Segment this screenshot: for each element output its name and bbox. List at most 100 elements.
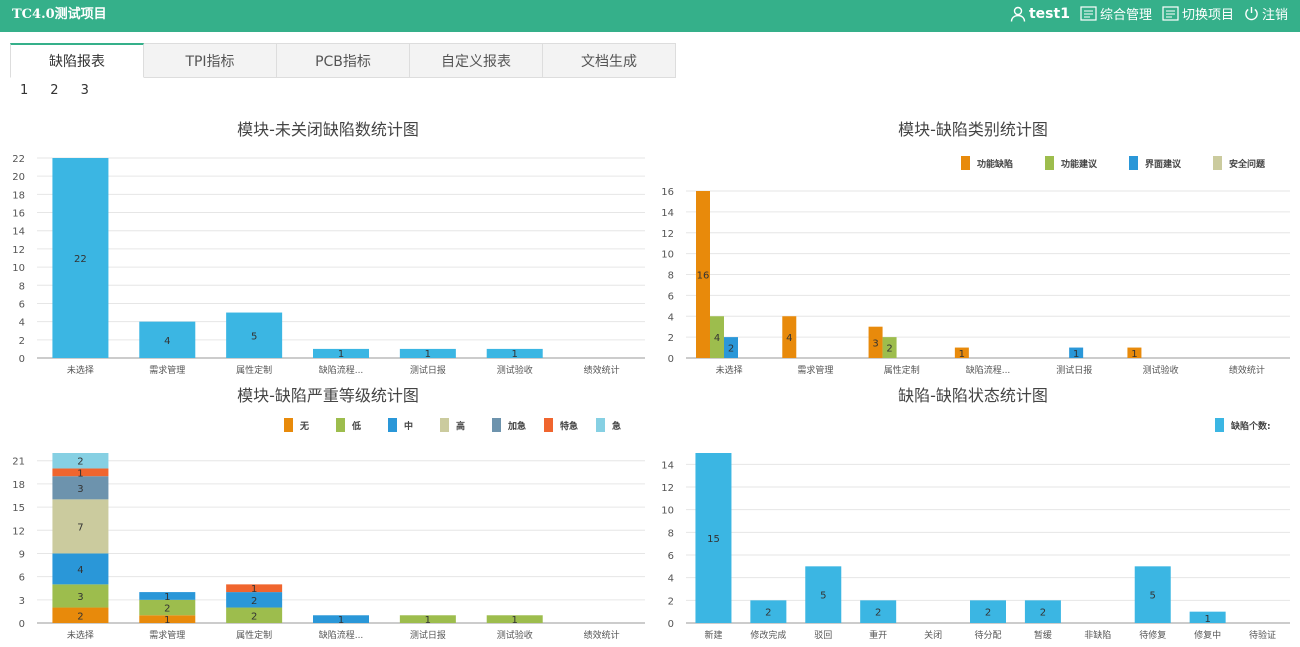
legend-swatch — [336, 418, 345, 432]
legend-label: 功能缺陷 — [977, 158, 1013, 170]
x-tick-label: 新建 — [704, 629, 722, 641]
legend-label: 特急 — [560, 420, 578, 432]
y-tick-label: 15 — [12, 503, 25, 514]
stacked-bar-segment — [52, 553, 109, 585]
bar-value-label: 1 — [164, 615, 170, 626]
bar-value-label: 2 — [77, 457, 83, 468]
y-tick-label: 4 — [668, 312, 674, 323]
bar-value-label: 5 — [251, 331, 257, 342]
user-name: test1 — [1028, 5, 1070, 22]
bar-value-label: 2 — [875, 608, 881, 619]
legend-swatch — [284, 418, 293, 432]
manage-menu-label: 综合管理 — [1099, 8, 1152, 23]
bar-value-label: 3 — [77, 484, 83, 495]
legend-label: 安全问题 — [1229, 158, 1266, 170]
x-tick-label: 重开 — [869, 629, 887, 641]
y-tick-label: 18 — [12, 480, 25, 491]
x-tick-label: 关闭 — [924, 629, 942, 641]
y-tick-label: 2 — [668, 333, 674, 344]
stacked-bar-segment — [139, 592, 196, 600]
tab-doc-generate[interactable]: 文档生成 — [543, 43, 676, 78]
bar — [868, 326, 883, 358]
stacked-bar-segment — [52, 476, 109, 500]
x-tick-label: 绩效统计 — [584, 364, 620, 376]
page-selector: 1 2 3 — [20, 83, 89, 98]
tab-defect-report[interactable]: 缺陷报表 — [10, 43, 144, 78]
legend-label: 缺陷个数: — [1230, 420, 1271, 432]
bar-value-label: 3 — [872, 338, 878, 349]
y-tick-label: 12 — [661, 483, 674, 494]
x-tick-label: 测试日报 — [1056, 364, 1092, 376]
bar — [226, 312, 283, 358]
bar-value-label: 4 — [714, 333, 720, 344]
bar — [710, 316, 724, 358]
bar-value-label: 22 — [74, 254, 87, 265]
x-tick-label: 需求管理 — [149, 364, 185, 376]
y-tick-label: 12 — [12, 526, 25, 537]
page-link-2[interactable]: 2 — [50, 83, 59, 98]
bar — [882, 337, 897, 358]
switch-project-label: 切换项目 — [1181, 8, 1234, 23]
y-tick-label: 8 — [668, 271, 674, 282]
bar — [1069, 347, 1084, 358]
y-tick-label: 6 — [668, 551, 674, 562]
stacked-bar-segment — [226, 584, 283, 593]
x-tick-label: 测试日报 — [410, 629, 446, 641]
bar — [399, 348, 456, 358]
y-tick-label: 16 — [661, 187, 674, 198]
bar-value-label: 1 — [338, 615, 344, 626]
switch-project-menu-item[interactable]: 切换项目 — [1162, 4, 1234, 23]
bar — [313, 348, 369, 358]
x-tick-label: 暂缓 — [1034, 629, 1052, 641]
logout-menu-item[interactable]: 注销 — [1244, 4, 1288, 23]
y-tick-label: 6 — [668, 291, 674, 302]
legend-swatch — [1215, 418, 1224, 432]
y-tick-label: 6 — [19, 573, 25, 584]
page-link-1[interactable]: 1 — [20, 83, 29, 98]
legend-label: 中 — [404, 420, 413, 432]
legend-swatch — [388, 418, 397, 432]
x-tick-label: 修复中 — [1194, 629, 1221, 641]
tab-tpi[interactable]: TPI指标 — [144, 43, 277, 78]
y-tick-label: 16 — [12, 209, 25, 220]
chart-title-severity: 模块-缺陷严重等级统计图 — [237, 386, 419, 405]
bar-value-label: 7 — [77, 522, 83, 533]
y-tick-label: 0 — [19, 619, 25, 630]
bar-value-label: 2 — [886, 344, 892, 355]
page-link-3[interactable]: 3 — [80, 83, 89, 98]
bar-value-label: 1 — [338, 349, 344, 360]
x-tick-label: 需求管理 — [797, 364, 833, 376]
bar-value-label: 2 — [728, 344, 734, 355]
x-tick-label: 待验证 — [1249, 629, 1276, 641]
x-tick-label: 待修复 — [1139, 629, 1166, 641]
stacked-bar-segment — [226, 592, 283, 608]
x-tick-label: 未选择 — [67, 364, 94, 376]
x-tick-label: 绩效统计 — [1229, 364, 1265, 376]
y-tick-label: 2 — [19, 336, 25, 347]
y-tick-label: 10 — [661, 506, 674, 517]
y-tick-label: 4 — [19, 318, 25, 329]
top-header-bar: TC4.0测试项目 test1 综合管理 切换项目 注销 — [0, 0, 1300, 32]
bar — [970, 600, 1006, 623]
bar — [1134, 566, 1171, 623]
manage-menu-item[interactable]: 综合管理 — [1080, 4, 1152, 23]
stacked-bar-segment — [52, 607, 109, 623]
x-tick-label: 测试日报 — [410, 364, 446, 376]
chart-title-module-defect-category: 模块-缺陷类别统计图 — [898, 120, 1048, 139]
user-menu[interactable]: test1 — [1010, 6, 1070, 22]
bar — [1127, 347, 1142, 358]
y-tick-label: 0 — [668, 619, 674, 630]
legend-swatch — [492, 418, 501, 432]
bar-value-label: 1 — [425, 349, 431, 360]
x-tick-label: 测试验收 — [497, 629, 533, 641]
legend-label: 急 — [612, 420, 621, 432]
tab-custom-report[interactable]: 自定义报表 — [410, 43, 543, 78]
logout-label: 注销 — [1261, 8, 1288, 23]
legend-label: 低 — [351, 420, 361, 432]
tab-pcb[interactable]: PCB指标 — [277, 43, 410, 78]
app-title: TC4.0测试项目 — [12, 7, 107, 22]
bar-value-label: 2 — [251, 596, 257, 607]
legend-label: 界面建议 — [1145, 158, 1182, 170]
